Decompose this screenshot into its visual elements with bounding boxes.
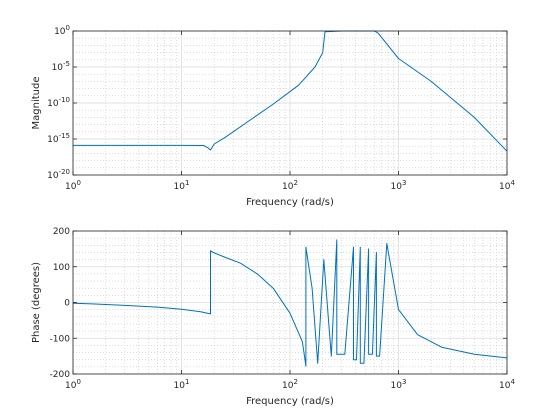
x-tick-exponent: 1 xyxy=(185,179,189,187)
x-tick-label: 101 xyxy=(174,179,190,192)
x-tick-base: 10 xyxy=(391,182,403,192)
y-tick-label: 10-20 xyxy=(47,168,70,181)
x-tick-exponent: 3 xyxy=(402,179,406,187)
y-tick-label: 100 xyxy=(54,24,70,37)
x-tick-base: 10 xyxy=(391,381,403,391)
y-tick-label: 200 xyxy=(53,227,70,237)
magnitude-plot: 100 101 102 103 10410010-510-1010-1510-20Fre… xyxy=(31,24,515,208)
x-tick-exponent: 4 xyxy=(510,378,515,386)
y-tick-exponent: -10 xyxy=(59,96,70,104)
x-tick-label: 104 xyxy=(499,179,515,192)
x-tick-exponent: 1 xyxy=(185,378,189,386)
x-tick-base: 10 xyxy=(282,182,294,192)
x-tick-base: 10 xyxy=(282,381,294,391)
x-tick-base: 10 xyxy=(65,381,77,391)
magnitude-y-axis-title: Magnitude xyxy=(31,77,42,130)
y-tick-label: 10-15 xyxy=(47,132,70,145)
y-tick-exponent: 0 xyxy=(66,24,70,32)
x-tick-exponent: 2 xyxy=(293,378,297,386)
x-tick-base: 10 xyxy=(499,381,511,391)
x-tick-base: 10 xyxy=(499,182,511,192)
phase-x-axis-title: Frequency (rad/s) xyxy=(246,396,334,407)
magnitude-grid xyxy=(72,30,508,176)
phase-series-line xyxy=(73,239,507,367)
x-tick-base: 10 xyxy=(174,182,186,192)
x-tick-label: 102 xyxy=(282,378,298,391)
x-tick-exponent: 0 xyxy=(76,378,80,386)
x-tick-label: 103 xyxy=(391,378,407,391)
phase-y-axis-title: Phase (degrees) xyxy=(31,262,42,343)
y-tick-base: 10 xyxy=(52,63,64,73)
y-tick-base: 10 xyxy=(47,171,59,181)
x-tick-label: 103 xyxy=(391,179,407,192)
y-tick-base: 10 xyxy=(47,99,59,109)
y-tick-label: 10-5 xyxy=(52,60,70,73)
magnitude-series-line xyxy=(73,30,507,152)
y-tick-exponent: -20 xyxy=(59,168,70,176)
x-tick-base: 10 xyxy=(174,381,186,391)
y-tick-base: 10 xyxy=(54,27,66,37)
y-tick-label: 100 xyxy=(53,263,70,273)
magnitude-x-axis-title: Frequency (rad/s) xyxy=(246,197,334,208)
x-tick-base: 10 xyxy=(65,182,77,192)
x-tick-exponent: 3 xyxy=(402,378,406,386)
y-tick-label: -100 xyxy=(50,334,71,344)
x-tick-label: 102 xyxy=(282,179,298,192)
y-tick-exponent: -5 xyxy=(63,60,70,68)
y-tick-base: 10 xyxy=(47,135,59,145)
x-tick-label: 100 xyxy=(65,179,81,192)
x-tick-exponent: 2 xyxy=(293,179,297,187)
phase-plot: 100 101 102 103 1042001000-100-200Frequency … xyxy=(31,227,515,407)
x-tick-exponent: 0 xyxy=(76,179,80,187)
x-tick-label: 100 xyxy=(65,378,81,391)
x-tick-exponent: 4 xyxy=(510,179,515,187)
y-tick-label: -200 xyxy=(50,370,71,380)
y-tick-label: 0 xyxy=(64,299,70,309)
x-tick-label: 104 xyxy=(499,378,515,391)
y-tick-label: 10-10 xyxy=(47,96,70,109)
x-tick-label: 101 xyxy=(174,378,190,391)
y-tick-exponent: -15 xyxy=(59,132,70,140)
